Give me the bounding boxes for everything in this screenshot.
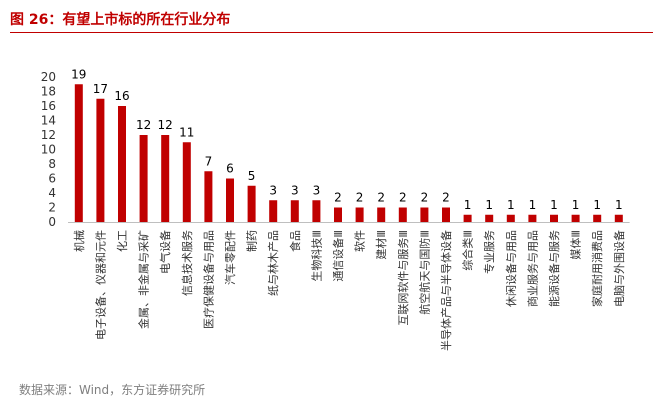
category-label: 机械 — [72, 230, 86, 252]
data-label: 3 — [313, 183, 321, 197]
data-label: 1 — [464, 198, 472, 212]
category-labels: 机械 电子设备、仪器和元件 化工 金属、非金属与采矿 电气设备 信息技术服务 医疗保健设备与… — [72, 230, 626, 351]
data-label: 17 — [93, 82, 108, 96]
bar — [139, 135, 148, 222]
data-label: 1 — [550, 198, 558, 212]
data-label: 1 — [593, 198, 601, 212]
data-label: 5 — [248, 169, 256, 183]
category-label: 家庭耐用消费品 — [590, 230, 604, 307]
bar — [118, 106, 126, 222]
y-tick-label: 6 — [48, 172, 56, 186]
category-label: 汽车零配件 — [223, 230, 237, 285]
category-label: 半导体产品与半导体设备 — [439, 230, 453, 351]
category-label: 金属、非金属与采矿 — [137, 230, 151, 329]
bar — [226, 178, 234, 222]
data-label: 19 — [71, 67, 86, 81]
category-label: 食品 — [288, 230, 302, 252]
data-label: 11 — [179, 125, 194, 139]
data-label: 2 — [334, 191, 342, 205]
data-label: 7 — [205, 154, 213, 168]
chart-title: 图 26：有望上市标的所在行业分布 — [10, 12, 231, 28]
data-label: 1 — [507, 198, 515, 212]
data-label: 1 — [529, 198, 537, 212]
category-label: 综合类Ⅲ — [461, 230, 475, 271]
bar — [161, 135, 170, 222]
bar — [485, 214, 494, 222]
data-label: 6 — [226, 162, 234, 176]
y-tick-label: 18 — [41, 85, 56, 99]
category-label: 制药 — [246, 230, 259, 252]
bar — [420, 207, 429, 222]
bar — [182, 142, 191, 222]
bar — [398, 207, 407, 222]
y-tick-label: 10 — [41, 143, 56, 157]
bars — [74, 84, 623, 222]
bar — [247, 185, 256, 222]
y-tick-label: 20 — [41, 70, 56, 84]
bar — [571, 214, 580, 222]
bar — [290, 200, 299, 222]
category-label: 媒体Ⅲ — [569, 230, 583, 260]
category-label: 建材Ⅲ — [374, 230, 388, 260]
category-label: 能源设备与服务 — [547, 230, 561, 307]
bar — [528, 214, 537, 222]
category-label: 软件 — [353, 230, 367, 252]
data-label: 2 — [442, 191, 450, 205]
data-label: 12 — [158, 118, 173, 132]
category-label: 医疗保健设备与用品 — [201, 230, 215, 329]
category-label: 休闲设备与用品 — [504, 230, 518, 307]
bar — [442, 207, 450, 222]
bar — [463, 214, 472, 222]
bar — [550, 214, 558, 222]
bar — [355, 207, 364, 222]
data-label: 2 — [399, 191, 407, 205]
y-tick-label: 2 — [48, 201, 56, 215]
y-tick-label: 0 — [48, 215, 56, 229]
category-label: 生物科技Ⅲ — [309, 230, 323, 282]
data-label: 2 — [356, 191, 364, 205]
data-label: 1 — [572, 198, 580, 212]
bar — [614, 214, 623, 222]
y-tick-label: 8 — [48, 157, 56, 171]
bar — [334, 207, 342, 222]
bar — [269, 200, 278, 222]
data-label: 3 — [291, 183, 299, 197]
data-label: 2 — [377, 191, 385, 205]
category-label: 电脑与外围设备 — [612, 230, 626, 307]
category-label: 专业服务 — [482, 230, 496, 274]
data-label: 12 — [136, 118, 151, 132]
bar — [312, 200, 321, 222]
category-label: 电气设备 — [158, 230, 172, 274]
category-label: 航空航天与国防Ⅲ — [417, 230, 431, 315]
bar — [204, 171, 213, 222]
data-label: 16 — [114, 89, 129, 103]
category-label: 互联网软件与服务Ⅲ — [396, 230, 410, 326]
data-label: 1 — [485, 198, 493, 212]
y-tick-label: 12 — [41, 128, 56, 142]
bar — [593, 214, 602, 222]
data-label: 2 — [421, 191, 429, 205]
category-label: 通信设备Ⅲ — [331, 230, 345, 282]
y-tick-label: 14 — [41, 114, 56, 128]
y-tick-label: 4 — [48, 186, 56, 200]
category-label: 化工 — [115, 230, 129, 252]
data-label: 1 — [615, 198, 623, 212]
category-label: 信息技术服务 — [180, 230, 194, 296]
category-label: 商业服务与用品 — [525, 230, 539, 307]
title-divider — [10, 32, 653, 33]
y-tick-label: 16 — [41, 99, 56, 113]
category-label: 电子设备、仪器和元件 — [93, 230, 107, 340]
bar — [506, 214, 515, 222]
data-label: 3 — [269, 183, 277, 197]
bar — [377, 207, 386, 222]
source-note: 数据来源：Wind，东方证券研究所 — [19, 383, 206, 397]
bar — [96, 98, 105, 222]
category-label: 纸与林木产品 — [266, 230, 280, 296]
bar — [74, 84, 83, 222]
